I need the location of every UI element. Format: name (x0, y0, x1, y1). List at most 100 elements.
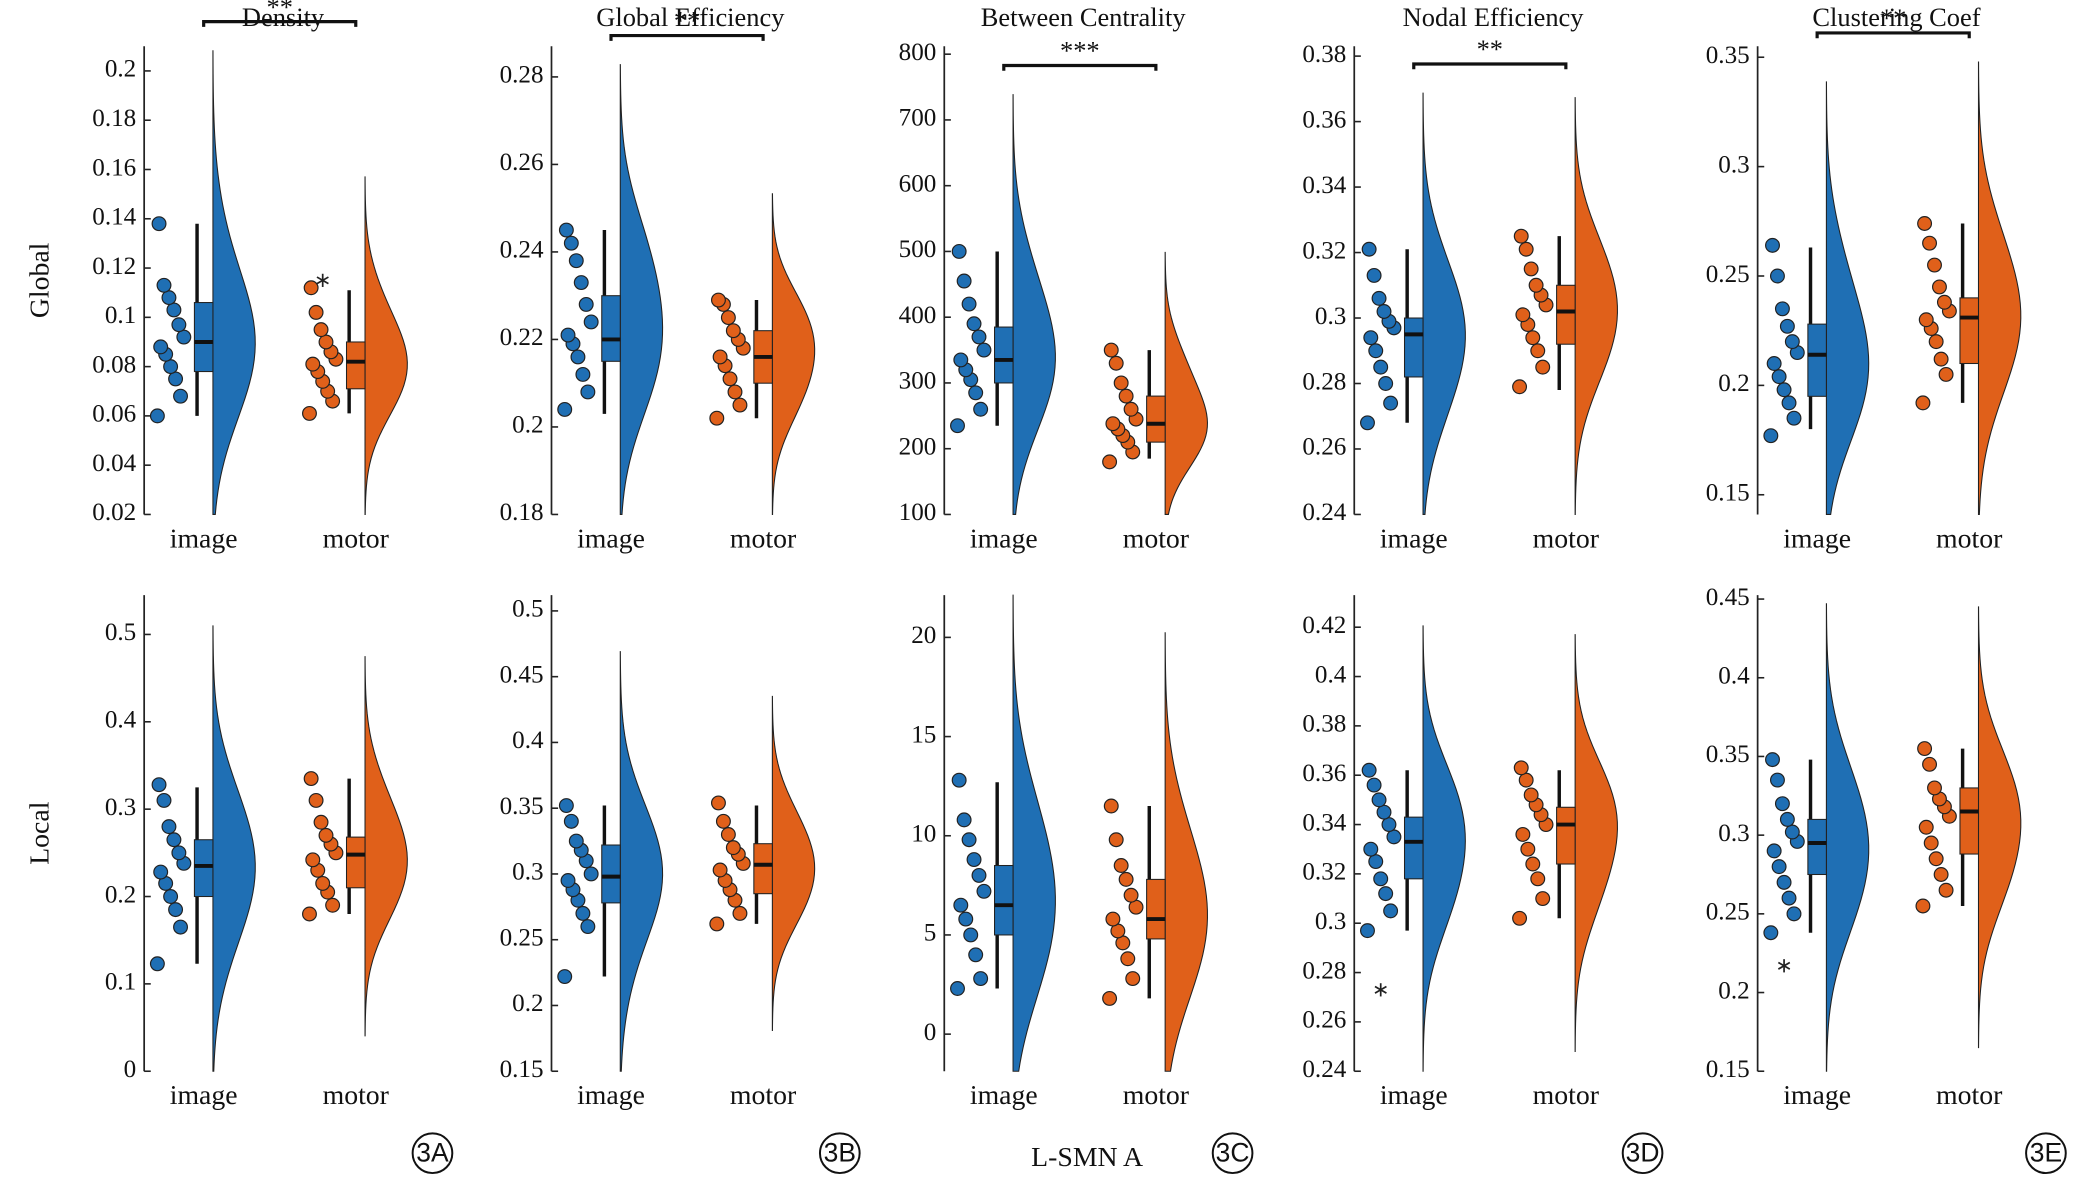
x-tick-label: motor (730, 523, 796, 554)
violin (1574, 634, 1618, 1053)
outlier (1777, 959, 1791, 973)
y-tick-label: 0.06 (92, 401, 136, 428)
significance-bracket (1815, 31, 1971, 39)
data-point (1766, 843, 1782, 859)
data-point (1520, 841, 1536, 857)
data-point (1102, 454, 1118, 470)
y-tick-label: 20 (911, 622, 936, 649)
y-tick-label: 0.4 (105, 707, 137, 734)
violin (1574, 97, 1618, 515)
y-tick-label: 0.36 (1302, 106, 1346, 133)
data-point (1771, 369, 1787, 385)
significance-bracket (609, 33, 765, 41)
significance-label: ** (674, 6, 700, 36)
data-point (951, 772, 967, 788)
data-point (1786, 410, 1802, 426)
panel-label: 3C (1216, 1138, 1250, 1168)
violin (619, 651, 664, 1072)
data-point (1936, 294, 1952, 310)
y-tick-label: 0.24 (1302, 1056, 1346, 1083)
y-tick-label: 0.16 (92, 154, 136, 181)
significance-bracket (1002, 63, 1158, 71)
data-point (1927, 780, 1942, 796)
significance-bracket (1412, 62, 1568, 70)
x-tick-label: image (1380, 1080, 1448, 1111)
y-tick-label: 0.2 (105, 881, 136, 908)
y-tick-label: 0.34 (1302, 172, 1346, 199)
significance-label: ** (1477, 34, 1503, 64)
data-point (1108, 355, 1124, 371)
data-point (720, 827, 736, 842)
data-point (1917, 741, 1933, 757)
data-point (1786, 906, 1802, 922)
data-point (305, 852, 321, 868)
violin (364, 656, 408, 1037)
data-point (1763, 925, 1779, 941)
data-point (302, 405, 317, 421)
x-tick-label: motor (1123, 1080, 1189, 1111)
data-point (712, 349, 728, 365)
data-point (153, 864, 169, 880)
data-point (727, 384, 743, 400)
data-point (1776, 874, 1792, 890)
data-point (725, 840, 741, 856)
data-point (953, 897, 969, 913)
y-tick-label: 0.35 (1706, 42, 1750, 69)
violin (1422, 92, 1466, 515)
violin (1977, 606, 2022, 1049)
data-point (1518, 772, 1534, 788)
data-point (1513, 760, 1529, 776)
data-point (1915, 395, 1931, 411)
data-point (1515, 307, 1531, 323)
data-point (1781, 395, 1797, 411)
data-point (732, 397, 748, 413)
data-point (156, 792, 172, 808)
data-point (557, 401, 573, 417)
y-tick-label: 0.15 (1706, 480, 1750, 507)
y-tick-label: 0.42 (1302, 612, 1346, 639)
violin (619, 64, 664, 515)
data-point (963, 927, 979, 943)
significance-bracket (202, 20, 358, 27)
box (1556, 284, 1576, 345)
y-tick-label: 0.28 (1302, 368, 1346, 395)
data-point (563, 813, 579, 829)
y-tick-label: 0.32 (1302, 237, 1346, 264)
y-tick-label: 0.24 (500, 237, 544, 264)
data-point (1927, 257, 1942, 273)
data-point (1361, 241, 1377, 257)
data-point (1933, 867, 1949, 882)
data-point (151, 777, 167, 793)
data-point (173, 388, 189, 404)
data-point (166, 302, 182, 318)
data-point (156, 277, 172, 293)
data-point (1917, 216, 1933, 231)
box (345, 341, 366, 390)
box (601, 295, 621, 362)
data-point (1120, 951, 1136, 967)
y-tick-label: 0.3 (1718, 820, 1749, 847)
data-point (1368, 854, 1384, 870)
data-point (1923, 835, 1939, 851)
panel-label-ring (818, 1132, 861, 1175)
data-point (1360, 923, 1375, 939)
y-tick-label: 0.2 (1718, 370, 1749, 397)
y-tick-label: 0.26 (500, 149, 544, 176)
data-point (168, 902, 184, 918)
data-point (953, 352, 969, 368)
data-point (976, 883, 992, 899)
y-tick-label: 0 (124, 1056, 137, 1083)
data-point (961, 832, 977, 848)
data-point (578, 296, 594, 312)
data-point (1102, 990, 1118, 1006)
data-point (709, 410, 725, 426)
y-tick-label: 0.18 (92, 105, 136, 132)
y-tick-label: 700 (899, 105, 937, 132)
y-tick-label: 800 (899, 39, 937, 66)
data-point (1378, 886, 1394, 902)
y-tick-label: 0.3 (1315, 303, 1346, 330)
x-tick-label: image (970, 523, 1038, 554)
box (1807, 818, 1827, 876)
violin (771, 695, 816, 1031)
x-tick-label: image (970, 1080, 1038, 1111)
